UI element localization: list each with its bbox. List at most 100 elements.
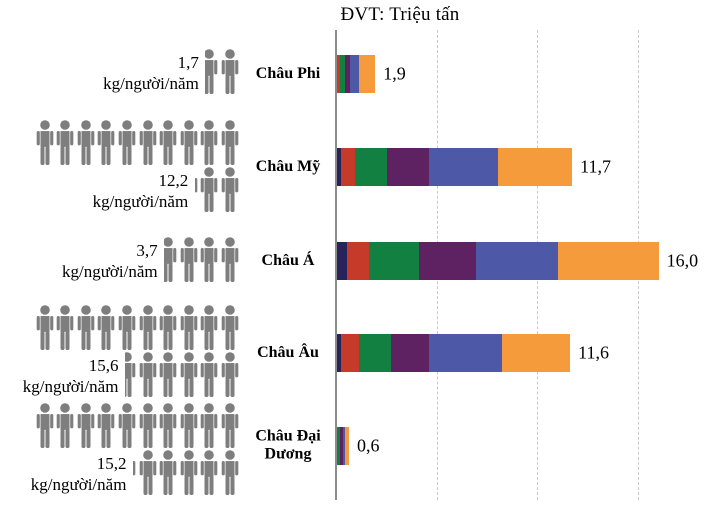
person-icon [201, 450, 218, 495]
stacked-bar [337, 55, 376, 93]
bar-segment [429, 334, 502, 372]
person-icon [36, 305, 53, 350]
person-icon [205, 49, 218, 94]
bar-segment [337, 427, 340, 465]
per-capita-label: 15,6 kg/người/năm [23, 356, 119, 397]
unit-title: ĐVT: Triệu tấn [340, 4, 460, 25]
per-capita-unit: kg/người/năm [92, 191, 189, 211]
category-label: Châu Á [261, 251, 315, 269]
per-capita-label: 1,7 kg/người/năm [103, 53, 199, 94]
bar-total-label: 11,7 [580, 156, 611, 177]
bar-segment [337, 148, 342, 186]
per-capita-unit: kg/người/năm [22, 376, 119, 396]
person-icon [139, 352, 156, 397]
person-icon [221, 352, 239, 397]
person-icon [56, 120, 74, 165]
bar-segment [337, 55, 340, 93]
per-capita-value: 15,6 [88, 355, 119, 375]
pictogram-row [35, 305, 240, 350]
bar-segment [345, 55, 351, 93]
person-icon [118, 305, 136, 350]
bar-segment [419, 242, 476, 280]
bar-segment [337, 242, 348, 280]
bar-segment [343, 427, 345, 465]
pictogram-area: 15,2 kg/người/năm [31, 403, 240, 495]
person-icon [194, 178, 198, 193]
person-icon [36, 403, 53, 448]
person-icon [36, 120, 53, 165]
bar-segment [341, 148, 356, 186]
bar-segment [387, 148, 430, 186]
person-icon [201, 120, 218, 165]
category-label: Châu Âu [257, 343, 319, 361]
pictogram-area: 15,6 kg/người/năm [23, 305, 240, 397]
person-icon [201, 237, 218, 282]
person-icon [180, 352, 198, 397]
pictogram-row: 15,6 kg/người/năm [23, 352, 240, 397]
stacked-bar [337, 148, 573, 186]
person-icon [98, 120, 115, 165]
bar-segment [558, 242, 659, 280]
pictogram-row [35, 403, 240, 448]
pictogram-row [35, 120, 240, 165]
bar-segment [391, 334, 430, 372]
person-icon [221, 49, 239, 94]
pictogram-area: 12,2 kg/người/năm [35, 120, 240, 212]
per-capita-unit: kg/người/năm [61, 261, 158, 281]
person-icon [56, 403, 74, 448]
per-capita-label: 15,2 kg/người/năm [31, 454, 127, 495]
person-icon [221, 305, 239, 350]
partial-person-icon [194, 167, 199, 212]
person-icon [201, 167, 218, 212]
person-icon [98, 305, 115, 350]
person-icon [221, 403, 239, 448]
bar-segment [341, 334, 360, 372]
person-icon [159, 305, 177, 350]
person-icon [180, 237, 198, 282]
per-capita-unit: kg/người/năm [103, 73, 199, 93]
bar-segment [475, 242, 559, 280]
bar-total-label: 0,6 [357, 435, 380, 456]
person-icon [77, 120, 95, 165]
category-label: Châu Đại Dương [255, 427, 321, 463]
per-capita-label: 3,7 kg/người/năm [62, 241, 158, 282]
bar-segment [355, 148, 388, 186]
bar-segment [497, 148, 573, 186]
stacked-bar [337, 242, 659, 280]
person-icon [201, 352, 218, 397]
person-icon [180, 120, 198, 165]
bar-total-label: 1,9 [383, 63, 406, 84]
bar-segment [429, 148, 498, 186]
bar-segment [347, 242, 370, 280]
stacked-bar [337, 334, 571, 372]
pictogram-row: 12,2 kg/người/năm [93, 167, 240, 212]
person-icon [201, 305, 218, 350]
per-capita-value: 12,2 [158, 170, 189, 190]
bar-total-label: 11,6 [578, 342, 609, 363]
person-icon [164, 237, 177, 282]
partial-person-icon [133, 450, 137, 495]
person-icon [180, 403, 198, 448]
person-icon [221, 450, 239, 495]
person-icon [56, 305, 74, 350]
bar-segment [501, 334, 571, 372]
person-icon [98, 403, 115, 448]
person-icon [180, 450, 198, 495]
person-icon [139, 305, 156, 350]
person-icon [201, 403, 218, 448]
bar-segment [369, 242, 420, 280]
person-icon [221, 237, 239, 282]
category-label: Châu Phi [255, 64, 321, 82]
person-icon [159, 403, 177, 448]
bar-segment [359, 55, 376, 93]
category-label: Châu Mỹ [255, 157, 321, 175]
per-capita-label: 12,2 kg/người/năm [93, 171, 189, 212]
person-icon [77, 403, 95, 448]
person-icon [118, 120, 136, 165]
person-icon [180, 305, 198, 350]
person-icon [221, 167, 239, 212]
person-icon [139, 120, 156, 165]
person-icon [139, 450, 156, 495]
person-icon [118, 403, 136, 448]
bar-segment [340, 55, 346, 93]
